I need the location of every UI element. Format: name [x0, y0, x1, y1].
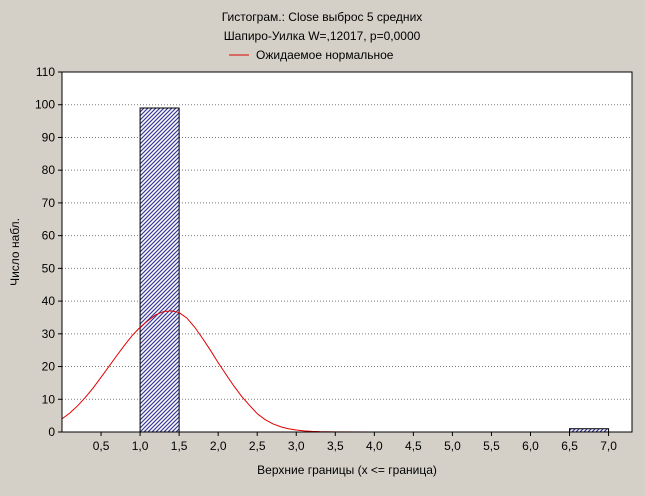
y-tick-label: 100: [35, 98, 55, 112]
plot-border: [61, 71, 633, 433]
histogram-bar: [139, 107, 180, 433]
x-tick-label: 1,0: [132, 439, 149, 453]
y-tick-label: 10: [42, 392, 56, 406]
chart-subtitle: Шапиро-Уилка W=,12017, p=0,0000: [224, 29, 421, 43]
y-tick-label: 90: [42, 130, 56, 144]
y-tick-label: 80: [42, 163, 56, 177]
x-axis-title: Верхние границы (x <= граница): [257, 463, 437, 477]
legend: Ожидаемое нормальное: [229, 48, 394, 62]
x-tick-label: 0,5: [93, 439, 110, 453]
x-tick-label: 4,5: [405, 439, 422, 453]
x-tick-label: 3,5: [327, 439, 344, 453]
normal-curve-layer: [61, 310, 632, 433]
bars: [139, 107, 610, 433]
x-tick-label: 2,0: [210, 439, 227, 453]
legend-label: Ожидаемое нормальное: [256, 48, 394, 62]
y-tick-label: 30: [42, 327, 56, 341]
y-axis: 0 10 20 30 40 50 60 70 80 90 100 110: [35, 65, 62, 439]
x-tick-label: 7,0: [600, 439, 617, 453]
y-axis-title: Число набл.: [8, 218, 22, 286]
y-tick-label: 70: [42, 196, 56, 210]
x-tick-label: 4,0: [366, 439, 383, 453]
y-tick-label: 40: [42, 294, 56, 308]
x-tick-label: 5,5: [483, 439, 500, 453]
x-tick-label: 3,0: [288, 439, 305, 453]
x-tick-label: 1,5: [171, 439, 188, 453]
y-tick-label: 60: [42, 229, 56, 243]
x-tick-label: 5,0: [444, 439, 461, 453]
y-tick-label: 110: [36, 65, 55, 79]
y-tick-label: 50: [42, 261, 56, 275]
x-tick-label: 6,5: [561, 439, 578, 453]
y-tick-label: 0: [48, 425, 55, 439]
x-axis: 0,5 1,0 1,5 2,0 2,5 3,0 3,5 4,0 4,5 5,0 5,5 6,0 6,5 7…: [93, 432, 617, 453]
chart-title: Гистограм.: Close выброс 5 средних: [222, 10, 423, 24]
y-tick-label: 20: [42, 360, 56, 374]
normal-curve: [61, 310, 632, 433]
x-tick-label: 6,0: [522, 439, 539, 453]
x-tick-label: 2,5: [249, 439, 266, 453]
